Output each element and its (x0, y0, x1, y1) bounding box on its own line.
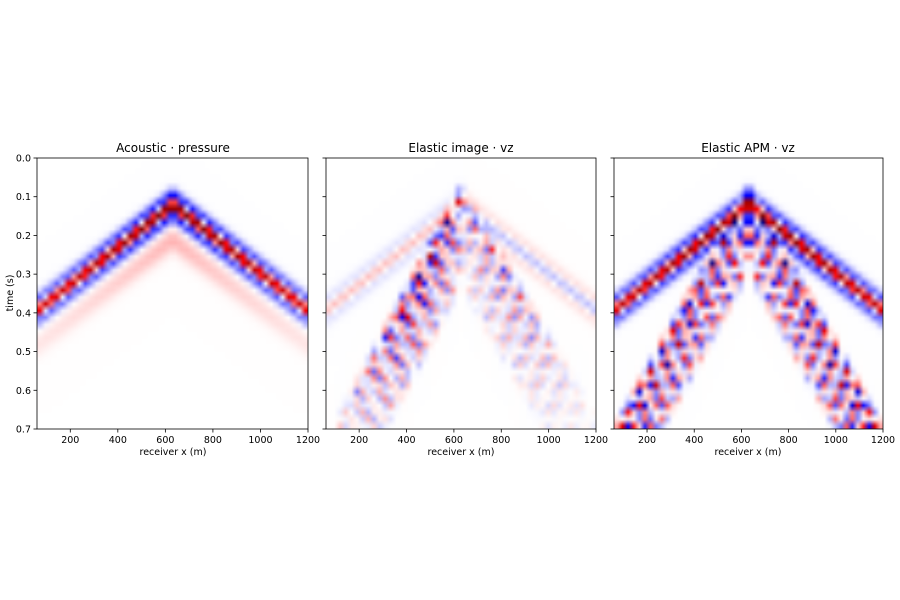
panel-title: Elastic image · vz (408, 141, 513, 155)
y-tick-label: 0.1 (16, 192, 31, 203)
x-tick-label: 1000 (248, 435, 272, 446)
y-tick-label: 0.0 (16, 154, 31, 165)
plot-frame (613, 157, 884, 430)
x-tick-label: 400 (397, 435, 415, 446)
x-axis-label: receiver x (m) (140, 447, 207, 458)
y-tick-label: 0.2 (16, 231, 31, 242)
plot-frame (36, 157, 309, 430)
heatmap-image (326, 158, 596, 429)
x-tick-label: 800 (204, 435, 222, 446)
x-tick-label: 600 (732, 435, 750, 446)
y-axis-label: time (s) (5, 275, 16, 312)
x-tick-label: 200 (638, 435, 656, 446)
x-tick-label: 800 (492, 435, 510, 446)
x-tick-label: 600 (156, 435, 174, 446)
x-tick-label: 600 (445, 435, 463, 446)
y-tick-label: 0.6 (16, 386, 31, 397)
plot-frame (325, 157, 597, 430)
x-tick-label: 200 (350, 435, 368, 446)
x-tick-label: 200 (61, 435, 79, 446)
x-tick-label: 400 (685, 435, 703, 446)
x-tick-label: 1200 (871, 435, 895, 446)
y-tick-label: 0.3 (16, 270, 31, 281)
x-tick-label: 400 (109, 435, 127, 446)
x-tick-label: 1000 (537, 435, 561, 446)
x-tick-label: 800 (780, 435, 798, 446)
x-tick-label: 1200 (296, 435, 320, 446)
x-axis-label: receiver x (m) (428, 447, 495, 458)
panel-title: Elastic APM · vz (701, 141, 795, 155)
panel-elastic-image: Elastic image · vz receiver x (m) 200 400… (322, 141, 608, 458)
x-tick-label: 1200 (584, 435, 608, 446)
heatmap-image (614, 158, 883, 429)
y-tick-label: 0.7 (16, 425, 31, 436)
panel-acoustic: Acoustic · pressure receiver x (m) time … (5, 141, 320, 458)
y-tick-label: 0.4 (16, 308, 31, 319)
y-tick-label: 0.5 (16, 347, 31, 358)
x-tick-label: 1000 (824, 435, 848, 446)
panel-elastic-apm: Elastic APM · vz receiver x (m) 200 400 60… (610, 141, 895, 458)
panel-title: Acoustic · pressure (116, 141, 230, 155)
x-axis-label: receiver x (m) (715, 447, 782, 458)
heatmap-image (37, 158, 308, 429)
